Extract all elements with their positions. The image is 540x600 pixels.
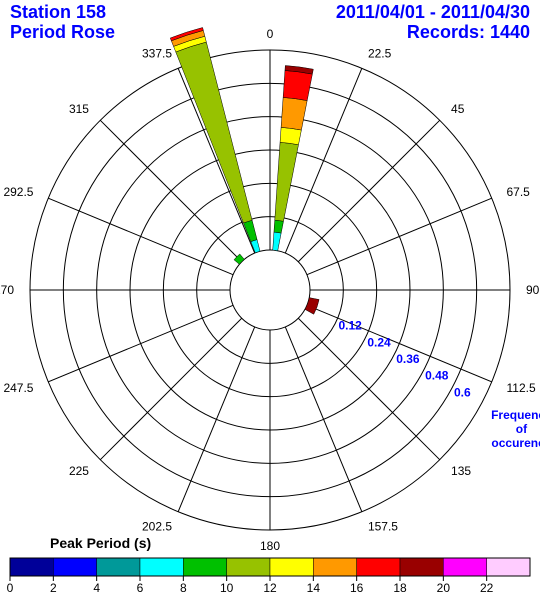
- svg-text:157.5: 157.5: [368, 520, 398, 534]
- svg-text:0.48: 0.48: [425, 369, 449, 383]
- svg-text:135: 135: [451, 464, 471, 478]
- svg-text:10: 10: [220, 581, 234, 595]
- svg-text:22.5: 22.5: [368, 46, 392, 60]
- svg-text:8: 8: [180, 581, 187, 595]
- svg-text:45: 45: [451, 102, 465, 116]
- station-title: Station 158: [10, 2, 115, 22]
- svg-text:0: 0: [7, 581, 14, 595]
- svg-text:202.5: 202.5: [142, 520, 172, 534]
- svg-text:112.5: 112.5: [507, 381, 536, 395]
- svg-text:292.5: 292.5: [3, 185, 33, 199]
- svg-text:0.36: 0.36: [396, 352, 420, 366]
- svg-text:4: 4: [93, 581, 100, 595]
- chart-header-left: Station 158 Period Rose: [10, 2, 115, 42]
- svg-text:occurence: occurence: [491, 436, 540, 450]
- svg-text:6: 6: [137, 581, 144, 595]
- svg-text:247.5: 247.5: [3, 381, 33, 395]
- svg-text:22: 22: [480, 581, 494, 595]
- svg-text:14: 14: [307, 581, 321, 595]
- chart-header-right: 2011/04/01 - 2011/04/30 Records: 1440: [336, 2, 530, 42]
- svg-text:0.6: 0.6: [454, 385, 471, 399]
- svg-text:Peak Period (s): Peak Period (s): [50, 535, 151, 551]
- svg-text:315: 315: [69, 102, 89, 116]
- svg-text:270: 270: [0, 283, 14, 297]
- svg-text:Frequency: Frequency: [491, 408, 540, 422]
- svg-text:90: 90: [526, 283, 540, 297]
- svg-text:0: 0: [267, 27, 274, 41]
- svg-text:20: 20: [437, 581, 451, 595]
- svg-text:16: 16: [350, 581, 364, 595]
- svg-text:of: of: [516, 422, 528, 436]
- svg-text:225: 225: [69, 464, 89, 478]
- period-rose-chart: Station 158 Period Rose 2011/04/01 - 201…: [0, 0, 540, 600]
- svg-text:337.5: 337.5: [142, 46, 172, 60]
- chart-type-title: Period Rose: [10, 22, 115, 42]
- date-range: 2011/04/01 - 2011/04/30: [336, 2, 530, 22]
- svg-text:12: 12: [263, 581, 277, 595]
- svg-text:18: 18: [393, 581, 407, 595]
- svg-text:180: 180: [260, 539, 280, 553]
- svg-text:0.24: 0.24: [367, 335, 391, 349]
- svg-text:0.12: 0.12: [339, 319, 363, 333]
- record-count: Records: 1440: [336, 22, 530, 42]
- svg-text:2: 2: [50, 581, 57, 595]
- svg-text:67.5: 67.5: [507, 185, 531, 199]
- rose-svg: 0.12 0.24 0.36 0.48 0.6 Frequencyofoccurence 0…: [0, 0, 540, 600]
